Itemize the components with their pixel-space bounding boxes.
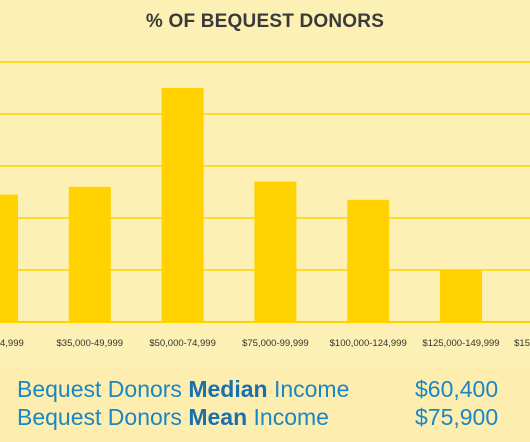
x-tick-label-5: $125,000-149,999 [422, 338, 499, 349]
median-prefix: Bequest Donors [17, 376, 189, 402]
bar-3 [254, 181, 297, 322]
mean-income-row: Bequest Donors Mean Income $75,900 [17, 404, 512, 432]
x-tick-label-2: $50,000-74,999 [149, 338, 216, 349]
mean-income-label: Bequest Donors Mean Income [17, 404, 329, 431]
x-tick-label-6: $15 [514, 338, 530, 349]
x-tick-label-4: $100,000-124,999 [330, 338, 407, 349]
median-income-value: $60,400 [415, 376, 499, 402]
x-tick-label-0: 4,999 [0, 338, 24, 349]
median-keyword: Median [188, 376, 268, 402]
chart-title: % OF BEQUEST DONORS [145, 11, 385, 32]
mean-income-value: $75,900 [415, 404, 499, 430]
x-tick-label-1: $35,000-49,999 [57, 338, 124, 349]
bar-5 [440, 270, 482, 322]
mean-prefix: Bequest Donors [17, 404, 189, 430]
bar-2 [161, 88, 204, 322]
mean-keyword: Mean [188, 404, 248, 430]
income-summary: Bequest Donors Median Income $60,400 Beq… [0, 366, 530, 442]
bar-0 [0, 194, 18, 322]
bar-chart: 4,999 $35,000-49,999 $50,000-74,999 $75,000… [0, 61, 530, 349]
median-income-row: Bequest Donors Median Income $60,400 [17, 376, 512, 404]
median-income-label: Bequest Donors Median Income [17, 376, 349, 403]
median-suffix: Income [267, 376, 350, 402]
bar-1 [68, 186, 111, 322]
bar-4 [347, 199, 390, 322]
mean-suffix: Income [247, 404, 329, 430]
x-tick-label-3: $75,000-99,999 [242, 338, 309, 349]
